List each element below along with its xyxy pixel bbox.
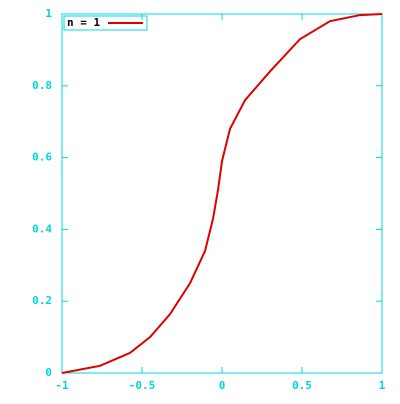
y-tick-label: 0.4 xyxy=(32,222,52,235)
x-tick-label: 0 xyxy=(219,379,226,392)
x-tick-label: 1 xyxy=(379,379,386,392)
y-tick-label: 1 xyxy=(45,7,52,20)
x-tick-label: -0.5 xyxy=(129,379,156,392)
y-tick-label: 0.2 xyxy=(32,294,52,307)
y-tick-label: 0 xyxy=(45,366,52,379)
plot-frame xyxy=(61,13,383,374)
y-tick-label: 0.8 xyxy=(32,79,52,92)
y-tick-label: 0.6 xyxy=(32,151,52,164)
legend-label: n = 1 xyxy=(67,16,100,29)
data-line xyxy=(61,13,383,374)
legend-box xyxy=(63,15,148,31)
x-tick-label: 0.5 xyxy=(292,379,312,392)
x-tick-label: -1 xyxy=(55,379,69,392)
